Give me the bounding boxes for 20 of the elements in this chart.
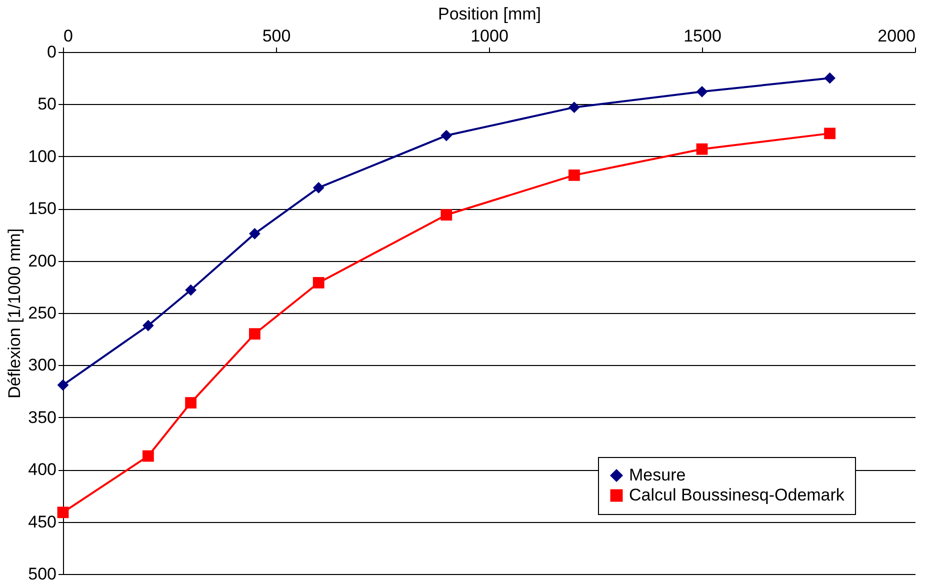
- x-axis-title: Position [mm]: [438, 4, 541, 24]
- y-tick-label: 100: [28, 146, 56, 166]
- x-tick-label: 1500: [684, 26, 722, 46]
- y-tick-label: 400: [28, 460, 56, 480]
- y-tick-label: 350: [28, 408, 56, 427]
- y-tick-label: 50: [38, 94, 56, 114]
- y-tick-label: 150: [28, 199, 56, 218]
- legend-label: Mesure: [629, 466, 686, 484]
- legend-label: Calcul Boussinesq-Odemark: [629, 486, 845, 504]
- x-tick-label: 500: [262, 26, 291, 46]
- x-tick-label: 1000: [470, 26, 508, 46]
- x-tick-label: 0: [64, 26, 73, 46]
- y-axis-title: Déflexion [1/1000 mm]: [5, 228, 24, 399]
- y-tick-label: 300: [28, 356, 56, 375]
- y-tick-label: 250: [28, 304, 56, 322]
- x-tick-label: 2000: [878, 26, 916, 46]
- y-tick-label: 200: [28, 251, 56, 270]
- y-tick-label: 0: [47, 42, 56, 62]
- y-tick-label: 500: [28, 564, 56, 584]
- y-tick-label: 450: [28, 512, 56, 532]
